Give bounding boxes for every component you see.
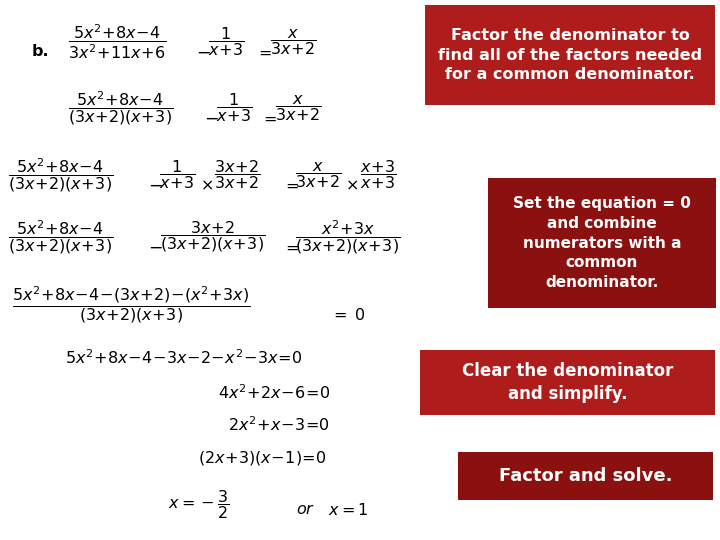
Text: $\dfrac{5x^2\!+\!8x\!-\!4}{(3x\!+\!2)(x\!+\!3)}$: $\dfrac{5x^2\!+\!8x\!-\!4}{(3x\!+\!2)(x\… [68, 89, 174, 127]
FancyBboxPatch shape [488, 178, 716, 308]
Text: $\dfrac{5x^2\!+\!8x\!-\!4}{3x^2\!+\!11x\!+\!6}$: $\dfrac{5x^2\!+\!8x\!-\!4}{3x^2\!+\!11x\… [68, 23, 167, 61]
Text: $-$: $-$ [204, 109, 219, 127]
Text: Clear the denominator
and simplify.: Clear the denominator and simplify. [462, 362, 673, 403]
Text: $x = 1$: $x = 1$ [328, 502, 369, 518]
Text: Factor the denominator to
find all of the factors needed
for a common denominato: Factor the denominator to find all of th… [438, 28, 702, 82]
Text: $-$: $-$ [148, 176, 163, 194]
Text: Set the equation = 0
and combine
numerators with a
common
denominator.: Set the equation = 0 and combine numerat… [513, 196, 691, 290]
Text: $x = -\dfrac{3}{2}$: $x = -\dfrac{3}{2}$ [168, 489, 230, 522]
Text: $-$: $-$ [196, 43, 211, 61]
FancyBboxPatch shape [458, 452, 713, 500]
Text: $-$: $-$ [148, 238, 163, 256]
Text: $\dfrac{1}{x\!+\!3}$: $\dfrac{1}{x\!+\!3}$ [208, 25, 245, 58]
Text: $\dfrac{5x^2\!+\!8x\!-\!4}{(3x\!+\!2)(x\!+\!3)}$: $\dfrac{5x^2\!+\!8x\!-\!4}{(3x\!+\!2)(x\… [8, 218, 113, 256]
Text: $\dfrac{3x\!+\!2}{(3x\!+\!2)(x\!+\!3)}$: $\dfrac{3x\!+\!2}{(3x\!+\!2)(x\!+\!3)}$ [160, 219, 266, 254]
Text: $\times$: $\times$ [345, 178, 359, 192]
Text: b.: b. [32, 44, 50, 59]
Text: $\dfrac{5x^2\!+\!8x\!-\!4\!-\!(3x\!+\!2)\!-\!(x^2\!+\!3x)}{(3x\!+\!2)(x\!+\!3)}$: $\dfrac{5x^2\!+\!8x\!-\!4\!-\!(3x\!+\!2)… [12, 285, 251, 325]
Text: $4x^2\!+\!2x\!-\!6\!=\!0$: $4x^2\!+\!2x\!-\!6\!=\!0$ [218, 383, 330, 402]
Text: $5x^2\!+\!8x\!-\!4\!-\!3x\!-\!2\!-\!x^2\!-\!3x\!=\!0$: $5x^2\!+\!8x\!-\!4\!-\!3x\!-\!2\!-\!x^2\… [65, 349, 302, 367]
Text: $\dfrac{1}{x\!+\!3}$: $\dfrac{1}{x\!+\!3}$ [159, 159, 196, 192]
Text: $2x^2\!+\!x\!-\!3\!=\!0$: $2x^2\!+\!x\!-\!3\!=\!0$ [228, 416, 330, 434]
Text: $\dfrac{5x^2\!+\!8x\!-\!4}{(3x\!+\!2)(x\!+\!3)}$: $\dfrac{5x^2\!+\!8x\!-\!4}{(3x\!+\!2)(x\… [8, 156, 113, 194]
Text: $\dfrac{x^2\!+\!3x}{(3x\!+\!2)(x\!+\!3)}$: $\dfrac{x^2\!+\!3x}{(3x\!+\!2)(x\!+\!3)}… [295, 218, 400, 256]
Text: $\dfrac{1}{x\!+\!3}$: $\dfrac{1}{x\!+\!3}$ [216, 91, 253, 125]
FancyBboxPatch shape [420, 350, 715, 415]
Text: $\times$: $\times$ [200, 178, 213, 192]
Text: $\dfrac{x\!+\!3}{x\!+\!3}$: $\dfrac{x\!+\!3}{x\!+\!3}$ [360, 159, 397, 192]
Text: $\dfrac{x}{3x\!+\!2}$: $\dfrac{x}{3x\!+\!2}$ [295, 160, 341, 190]
Text: $=\ 0$: $=\ 0$ [330, 307, 366, 323]
Text: $\dfrac{3x\!+\!2}{3x\!+\!2}$: $\dfrac{3x\!+\!2}{3x\!+\!2}$ [214, 159, 260, 192]
Text: $(2x\!+\!3)(x\!-\!1)\!=\!0$: $(2x\!+\!3)(x\!-\!1)\!=\!0$ [198, 449, 327, 467]
Text: $=$: $=$ [255, 44, 272, 59]
Text: $\mathit{or}$: $\mathit{or}$ [296, 503, 315, 517]
Text: $=$: $=$ [282, 178, 299, 192]
Text: $\dfrac{x}{3x\!+\!2}$: $\dfrac{x}{3x\!+\!2}$ [275, 93, 321, 123]
Text: $=$: $=$ [282, 240, 299, 254]
Text: Factor and solve.: Factor and solve. [499, 467, 672, 485]
FancyBboxPatch shape [425, 5, 715, 105]
Text: $\dfrac{x}{3x\!+\!2}$: $\dfrac{x}{3x\!+\!2}$ [270, 27, 316, 57]
Text: $=$: $=$ [260, 111, 277, 125]
